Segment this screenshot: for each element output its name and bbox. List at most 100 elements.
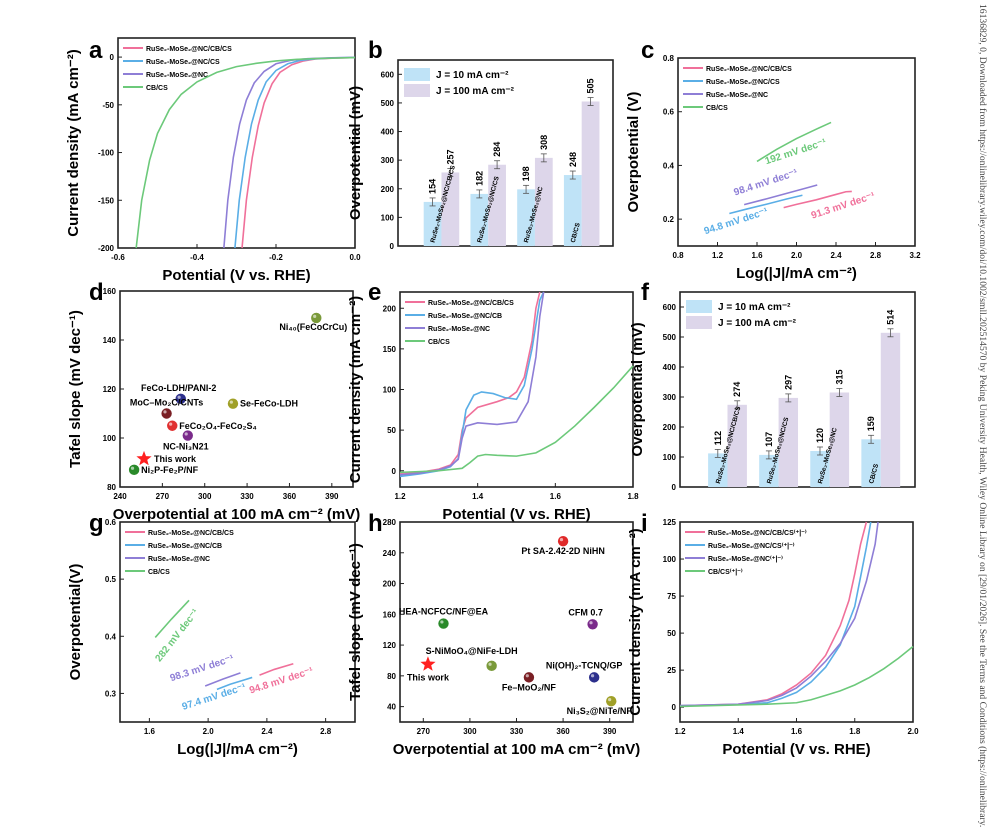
scatter-point-4 [167, 420, 178, 431]
series-line-0 [259, 662, 294, 676]
point-highlight [184, 432, 188, 436]
point-label: Se-FeCo-LDH [240, 399, 298, 409]
y-tick-label: 0.4 [663, 161, 675, 170]
series-line-3 [756, 121, 832, 163]
bar-value-label: 284 [492, 142, 502, 157]
x-tick-label: 3.2 [909, 251, 921, 260]
bar-value-label: 297 [783, 375, 793, 390]
point-highlight [589, 621, 593, 625]
y-tick-label: 50 [667, 629, 676, 638]
legend-swatch [686, 316, 712, 329]
bar [810, 451, 830, 487]
x-tick-label: 300 [198, 492, 212, 501]
bar-value-label: 198 [521, 166, 531, 181]
point-label: This work [407, 672, 450, 682]
x-axis-label: Potential (V vs. RHE) [162, 267, 310, 284]
x-axis-label: Overpotential at 100 mA cm⁻² (mV) [113, 506, 360, 523]
x-tick-label: 1.2 [712, 251, 724, 260]
y-tick-label: 400 [381, 128, 395, 137]
legend-label: RuSe₂-MoSe₂@NC/CS [706, 79, 780, 86]
point-highlight [177, 395, 181, 399]
y-tick-label: 80 [107, 483, 116, 492]
point-label: FeCo-LDH/PANI-2 [141, 383, 216, 393]
x-tick-label: 1.6 [144, 727, 156, 736]
panel-i: i 0 25 50 75 100 125 1.2 1.4 1.6 1.8 2.0 Potential (… [627, 510, 919, 758]
series-line-1 [729, 194, 803, 215]
y-tick-label: 100 [103, 434, 117, 443]
series-line-3 [135, 56, 356, 249]
legend-swatch [404, 84, 430, 97]
slope-annotation: 98.4 mV dec⁻¹ [733, 167, 800, 198]
plot-frame [117, 37, 356, 249]
y-tick-label: 400 [663, 363, 677, 372]
bar [581, 101, 600, 246]
series-line-2 [679, 521, 879, 707]
y-axis-label: Current density (mA cm⁻²) [65, 49, 82, 236]
y-tick-label: 200 [383, 304, 397, 313]
y-tick-label: 0 [110, 53, 115, 62]
point-label: Ni(OH)₂-TCNQ/GP [546, 660, 623, 670]
bar [563, 175, 582, 246]
x-axis-label: Log(|J|/mA cm⁻²) [736, 265, 857, 282]
point-label: CFM 0.7 [568, 607, 603, 617]
legend-label: RuSe₂-MoSe₂@NC⁽⁺|⁻⁾ [708, 555, 783, 563]
series-line-3 [154, 599, 190, 638]
y-tick-label: 160 [103, 287, 117, 296]
x-tick-label: 1.6 [791, 727, 803, 736]
series-line-0 [241, 56, 356, 249]
scatter-point-7 [128, 464, 140, 476]
scatter-point-2 [587, 619, 598, 630]
bar [441, 172, 460, 246]
panel-label: e [368, 279, 381, 306]
y-tick-label: 280 [383, 518, 397, 527]
x-tick-label: 0.0 [349, 253, 361, 262]
series-line-2 [399, 291, 545, 476]
bar [727, 404, 747, 487]
legend-label: RuSe₂-MoSe₂@NC [706, 92, 768, 99]
scatter-point-7 [606, 696, 617, 707]
y-tick-label: 0 [672, 483, 677, 492]
x-tick-label: 1.8 [627, 492, 639, 501]
x-tick-label: 390 [603, 727, 617, 736]
scatter-point-5 [182, 430, 193, 441]
bar [517, 189, 535, 246]
y-tick-label: 200 [663, 423, 677, 432]
y-tick-label: 300 [381, 156, 395, 165]
panel-b: b 0 100 200 300 400 500 600 Overpotential (mV) 15… [347, 37, 614, 251]
x-tick-label: 1.4 [472, 492, 484, 501]
series-line-2 [223, 56, 356, 249]
legend-swatch [686, 300, 712, 313]
y-tick-label: 0.6 [105, 518, 117, 527]
x-tick-label: 360 [556, 727, 570, 736]
point-label: Ni₄₀(FeCoCrCu) [279, 322, 347, 332]
legend-swatch [404, 68, 430, 81]
bar-value-label: 248 [568, 152, 578, 167]
y-tick-label: 125 [663, 518, 677, 527]
y-tick-label: -50 [102, 101, 114, 110]
scatter-point-6 [588, 672, 600, 683]
panel-d: d 80 100 120 140 160 240 270 300 330 360 390 Overpot… [67, 279, 360, 523]
bar [488, 164, 506, 246]
point-label: HEA-NCFCC/NF@EA [399, 607, 489, 617]
point-highlight [229, 400, 233, 404]
x-tick-label: -0.6 [111, 253, 125, 262]
legend-label: J = 100 mA cm⁻² [718, 318, 797, 329]
scatter-point-5 [523, 672, 535, 683]
x-tick-label: 330 [510, 727, 524, 736]
series-line-0 [783, 190, 852, 209]
panel-h: h 40 80 120 160 200 240 280 270 300 330 360 390 Overp… [347, 510, 640, 758]
slope-annotation: 94.8 mV dec⁻¹ [703, 206, 770, 237]
bar [880, 332, 901, 487]
legend-label: RuSe₂-MoSe₂@NC/CS [146, 59, 220, 66]
point-label: Fe–MoO₂/NF [502, 682, 557, 692]
x-tick-label: 2.4 [830, 251, 842, 260]
y-axis-label: Tafel slope (mV dec⁻¹) [347, 543, 364, 701]
point-highlight [313, 314, 317, 318]
y-tick-label: 200 [383, 580, 397, 589]
point-highlight [590, 674, 595, 678]
y-tick-label: 120 [103, 385, 117, 394]
y-tick-label: 140 [103, 336, 117, 345]
x-tick-label: 390 [325, 492, 339, 501]
panel-label: i [641, 510, 648, 537]
point-label: Ni₃S₂@NiTe/NF [567, 706, 633, 716]
